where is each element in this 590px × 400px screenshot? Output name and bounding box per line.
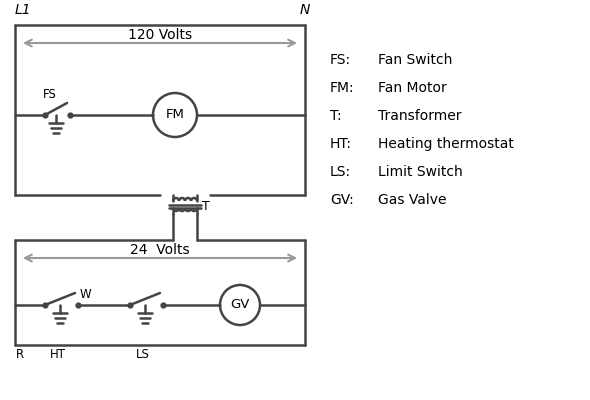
Text: N: N <box>300 3 310 17</box>
Text: 24  Volts: 24 Volts <box>130 243 190 257</box>
Text: L1: L1 <box>15 3 32 17</box>
Text: Transformer: Transformer <box>378 109 461 123</box>
Text: Gas Valve: Gas Valve <box>378 193 447 207</box>
Text: W: W <box>80 288 91 301</box>
Text: FM: FM <box>166 108 185 122</box>
Text: T: T <box>202 200 210 214</box>
Text: 120 Volts: 120 Volts <box>128 28 192 42</box>
Text: T:: T: <box>330 109 342 123</box>
Text: Limit Switch: Limit Switch <box>378 165 463 179</box>
Text: Fan Motor: Fan Motor <box>378 81 447 95</box>
Text: FS: FS <box>43 88 57 101</box>
Text: FS:: FS: <box>330 53 351 67</box>
Text: LS: LS <box>136 348 149 361</box>
Text: Fan Switch: Fan Switch <box>378 53 453 67</box>
Text: GV:: GV: <box>330 193 354 207</box>
Text: GV: GV <box>230 298 250 312</box>
Text: HT: HT <box>50 348 65 361</box>
Text: LS:: LS: <box>330 165 351 179</box>
Text: HT:: HT: <box>330 137 352 151</box>
Text: FM:: FM: <box>330 81 355 95</box>
Text: Heating thermostat: Heating thermostat <box>378 137 514 151</box>
Text: R: R <box>16 348 24 361</box>
